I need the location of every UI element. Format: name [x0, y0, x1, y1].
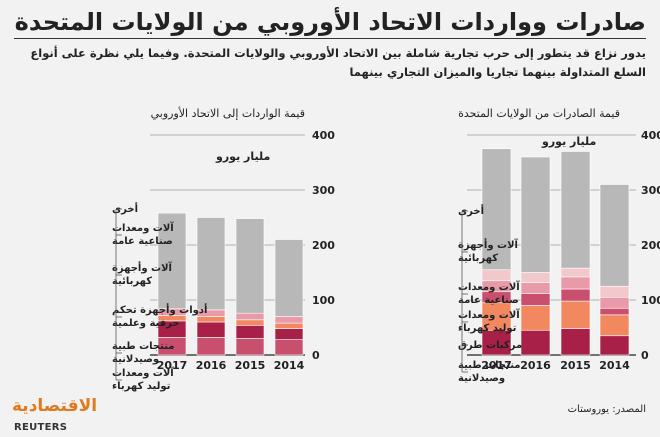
imports-legend-label: آلات ومعدات صناعية عامة — [112, 221, 174, 247]
exports-legend-label: أخرى — [458, 204, 484, 217]
exports-ytick-label: 200 — [641, 239, 660, 252]
exports-bar-segment — [520, 293, 551, 306]
exports-unit-label: مليار يورو — [542, 135, 597, 148]
exports-bar-segment — [520, 329, 551, 356]
imports-legend-line: آلات وأجهزة — [112, 261, 173, 274]
exports-legend-line: آلات ومعدات — [458, 280, 520, 293]
exports-bar-segment — [481, 269, 512, 282]
imports-legend-label: أدوات وأجهزة تحكم حرفية وعلمية — [112, 303, 207, 329]
exports-category-label: 2014 — [599, 359, 630, 372]
exports-bar-segment — [560, 288, 591, 302]
exports-bar-segment — [599, 335, 630, 356]
imports-legend-line: حرفية وعلمية — [112, 318, 180, 329]
page-title: صادرات وواردات الاتحاد الأوروبي من الولا… — [14, 8, 646, 36]
exports-legend-line: توليد كهرباء — [458, 323, 517, 334]
imports-bar-segment — [196, 316, 226, 323]
imports-ytick-label: 300 — [312, 184, 335, 197]
imports-ytick-label: 0 — [312, 349, 320, 362]
exports-ytick-label: 0 — [641, 349, 649, 362]
imports-bar-segment — [235, 319, 265, 326]
imports-legend-line: أدوات وأجهزة تحكم — [112, 303, 207, 316]
agency-logo: REUTERS — [14, 422, 68, 433]
imports-legend-line: منتجات طبية — [112, 341, 175, 352]
imports-chart-title: قيمة الواردات إلى الاتحاد الأوروبي — [150, 107, 305, 120]
imports-bar-segment — [235, 312, 265, 321]
imports-category-label: 2016 — [196, 359, 227, 372]
exports-legend-line: كهربائية — [458, 253, 498, 264]
imports-legend-line: آلات ومعدات — [112, 221, 174, 234]
imports-legend-line: كهربائية — [112, 276, 152, 287]
imports-legend-line: آلات ومعدات — [112, 366, 174, 379]
exports-bar-segment — [560, 276, 591, 290]
exports-legend-line: مركبات طرق — [458, 340, 522, 351]
exports-bar-segment — [520, 282, 551, 294]
exports-bar-segment — [560, 151, 591, 269]
exports-legend-line: صناعية عامة — [458, 295, 519, 306]
imports-bar-segment — [196, 337, 226, 356]
exports-category-label: 2016 — [520, 359, 551, 372]
exports-legend-label: منتجات طبية وصيدلانية — [458, 360, 521, 384]
imports-bar-segment — [235, 338, 265, 356]
imports-bar-segment — [274, 328, 304, 340]
title-divider — [14, 38, 646, 39]
exports-legend-line: آلات ومعدات — [458, 308, 520, 321]
exports-bar-segment — [481, 148, 512, 271]
imports-legend-label: آلات ومعدات توليد كهرباء — [112, 366, 174, 392]
exports-bar-segment — [599, 307, 630, 316]
imports-category-label: 2017 — [157, 359, 188, 372]
imports-legend-line: صناعية عامة — [112, 236, 173, 247]
imports-legend-line: توليد كهرباء — [112, 381, 171, 392]
exports-bar-segment — [560, 300, 591, 329]
imports-ytick-label: 400 — [312, 129, 335, 142]
imports-legend-line: أخرى — [112, 202, 138, 215]
imports-ytick-label: 200 — [312, 239, 335, 252]
exports-bar-segment — [481, 329, 512, 356]
exports-ytick-label: 100 — [641, 294, 660, 307]
exports-bar-segment — [599, 184, 630, 287]
imports-bar-segment — [235, 324, 265, 339]
exports-legend-line: أخرى — [458, 204, 484, 217]
imports-bar-segment — [157, 212, 187, 310]
exports-legend-label: آلات ومعدات توليد كهرباء — [458, 308, 520, 334]
imports-bar-segment — [274, 239, 304, 317]
exports-legend-line: آلات وأجهزة — [458, 238, 519, 251]
imports-category-label: 2015 — [235, 359, 266, 372]
imports-legend-label: أخرى — [112, 202, 138, 215]
exports-bar-segment — [599, 296, 630, 309]
exports-bar-segment — [599, 285, 630, 298]
exports-bar-segment — [560, 267, 591, 278]
imports-legend-line: وصيدلانية — [112, 354, 159, 365]
exports-bar-segment — [520, 156, 551, 273]
publisher-logo: الاقتصادية — [12, 396, 98, 416]
imports-bar-segment — [274, 316, 304, 324]
imports-bar-segment — [235, 218, 265, 314]
exports-category-label: 2015 — [560, 359, 591, 372]
imports-legend-label: منتجات طبية وصيدلانية — [112, 341, 175, 365]
imports-bar-segment — [196, 217, 226, 311]
imports-unit-label: مليار يورو — [216, 150, 271, 163]
imports-ytick-label: 100 — [312, 294, 335, 307]
imports-bar-segment — [196, 321, 226, 338]
exports-ytick-label: 400 — [641, 129, 660, 142]
imports-legend-label: آلات وأجهزة كهربائية — [112, 261, 173, 287]
exports-bar-segment — [560, 328, 591, 356]
imports-category-label: 2014 — [274, 359, 305, 372]
source-note: المصدر: يوروستات — [567, 404, 646, 415]
exports-bar-segment — [520, 305, 551, 331]
exports-chart-title: قيمة الصادرات من الولايات المتحدة — [458, 107, 620, 120]
exports-bar-segment — [481, 302, 512, 331]
page-subtitle: يدور نزاع قد يتطور إلى حرب تجارية شاملة … — [30, 46, 646, 79]
exports-ytick-label: 300 — [641, 184, 660, 197]
imports-bar-segment — [274, 339, 304, 356]
exports-legend-line: وصيدلانية — [458, 373, 505, 384]
imports-bar-segment — [274, 322, 304, 329]
exports-legend-line: منتجات طبية — [458, 360, 521, 371]
exports-category-label: 2017 — [481, 359, 512, 372]
exports-legend-label: مركبات طرق — [458, 340, 522, 351]
exports-legend-label: آلات وأجهزة كهربائية — [458, 238, 519, 264]
exports-legend-label: آلات ومعدات صناعية عامة — [458, 280, 520, 306]
exports-bar-segment — [599, 314, 630, 337]
exports-bar-segment — [520, 272, 551, 283]
